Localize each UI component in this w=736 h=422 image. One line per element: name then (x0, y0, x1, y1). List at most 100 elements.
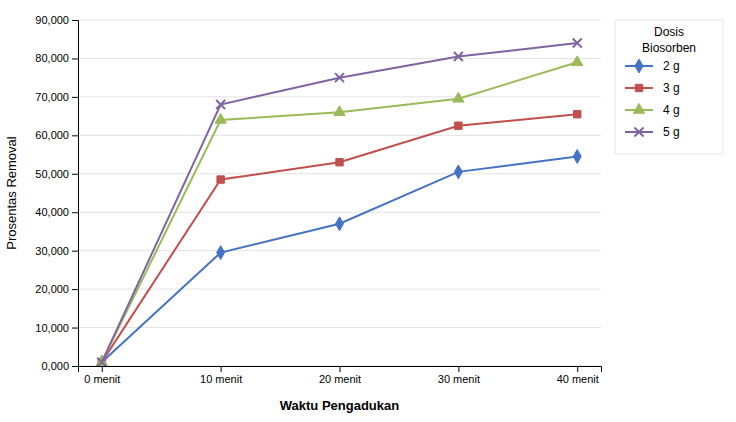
tick-label: 80,000 (35, 52, 69, 64)
legend-label: 4 g (663, 103, 680, 117)
point (336, 217, 344, 231)
tick: 20 menit (319, 366, 361, 385)
grid (78, 20, 601, 366)
grid-line (78, 173, 601, 174)
tick-label: 30,000 (35, 245, 69, 257)
tick: 80,000 (35, 52, 78, 64)
tick-mark (458, 366, 459, 372)
point (453, 92, 464, 102)
tick: 40 menit (557, 366, 599, 385)
series-line (102, 43, 577, 362)
legend-swatch-marker (633, 103, 644, 113)
point (217, 246, 225, 260)
series-line (102, 156, 577, 362)
point (573, 150, 581, 164)
tick: 30 menit (438, 366, 480, 385)
tick-mark (221, 366, 222, 372)
axis-line (72, 21, 79, 367)
legend-item: 5 g (625, 125, 680, 139)
legend-label: 5 g (663, 125, 680, 139)
series-line (102, 62, 577, 362)
grid-line (78, 96, 601, 97)
tick-label: 40,000 (35, 206, 69, 218)
legend-frame (615, 20, 723, 154)
point (573, 39, 582, 48)
legend-item: 4 g (625, 103, 680, 117)
tick-mark (72, 174, 78, 175)
legend-label: 2 g (663, 59, 680, 73)
point (336, 159, 343, 166)
point (454, 165, 462, 179)
legend-swatch-marker (635, 59, 643, 73)
point (217, 176, 224, 183)
tick: 10,000 (35, 322, 78, 334)
x-axis-title: Waktu Pengadukan (280, 398, 399, 413)
point (574, 110, 581, 117)
grid-line (78, 289, 601, 290)
grid-line (78, 58, 601, 59)
grid-line (78, 212, 601, 213)
tick-mark (72, 212, 78, 213)
point (454, 52, 463, 61)
tick-label: 60,000 (35, 129, 69, 141)
tick-label: 40 menit (557, 373, 599, 385)
tick-label: 10 menit (200, 373, 242, 385)
tick: 40,000 (35, 206, 78, 218)
grid-line (78, 327, 601, 328)
axis-line (79, 367, 602, 373)
tick-label: 50,000 (35, 168, 69, 180)
tick: 50,000 (35, 168, 78, 180)
marks (96, 39, 583, 366)
chart-svg: 0 menit10 menit20 menit30 menit40 menit0… (0, 0, 736, 422)
series-line (102, 114, 577, 362)
point (216, 100, 225, 109)
tick: 60,000 (35, 129, 78, 141)
tick-label: 30 menit (438, 373, 480, 385)
tick-mark (72, 289, 78, 290)
legend-title-line: Dosis (654, 25, 684, 39)
series (98, 110, 581, 365)
tick-mark (577, 366, 578, 372)
legend-item: 2 g (625, 59, 680, 73)
point (335, 73, 344, 82)
tick-label: 20 menit (319, 373, 361, 385)
point (455, 122, 462, 129)
point (97, 358, 106, 366)
legend-title-line: Biosorben (642, 41, 696, 55)
tick-mark (340, 366, 341, 372)
y-axis: 0,000 10,000 20,000 30,000 40,000 50,000 60,00… (35, 14, 78, 372)
tick-mark (72, 97, 78, 98)
tick: 0 menit (84, 366, 120, 385)
tick-mark (102, 366, 103, 372)
tick: 70,000 (35, 91, 78, 103)
legend: Dosis Biosorben 2 g 3 g 4 g 5 g (615, 20, 723, 154)
tick-mark (72, 135, 78, 136)
legend-item: 3 g (625, 81, 680, 95)
point (572, 56, 583, 66)
tick-mark (72, 251, 78, 252)
tick: 30,000 (35, 245, 78, 257)
tick-mark (72, 328, 78, 329)
x-axis: 0 menit 10 menit 20 menit 30 menit 40 menit (79, 366, 602, 385)
series (97, 39, 581, 366)
tick-label: 0,000 (41, 360, 69, 372)
tick-label: 90,000 (35, 14, 69, 26)
tick: 90,000 (35, 14, 78, 26)
legend-label: 3 g (663, 81, 680, 95)
point (334, 106, 345, 116)
tick-mark (72, 366, 78, 367)
grid-line (78, 20, 601, 21)
tick: 20,000 (35, 283, 78, 295)
grid-line (78, 135, 601, 136)
plot: 0 menit10 menit20 menit30 menit40 menit0… (35, 14, 601, 385)
y-axis-title: Prosentas Removal (4, 136, 19, 250)
tick: 0,000 (41, 360, 78, 372)
tick-label: 70,000 (35, 91, 69, 103)
tick-label: 10,000 (35, 322, 69, 334)
series (96, 56, 583, 366)
chart-container: 0 menit10 menit20 menit30 menit40 menit0… (0, 0, 736, 422)
tick-label: 20,000 (35, 283, 69, 295)
tick: 10 menit (200, 366, 242, 385)
tick-label: 0 menit (84, 373, 120, 385)
legend-swatch-marker (635, 84, 642, 91)
